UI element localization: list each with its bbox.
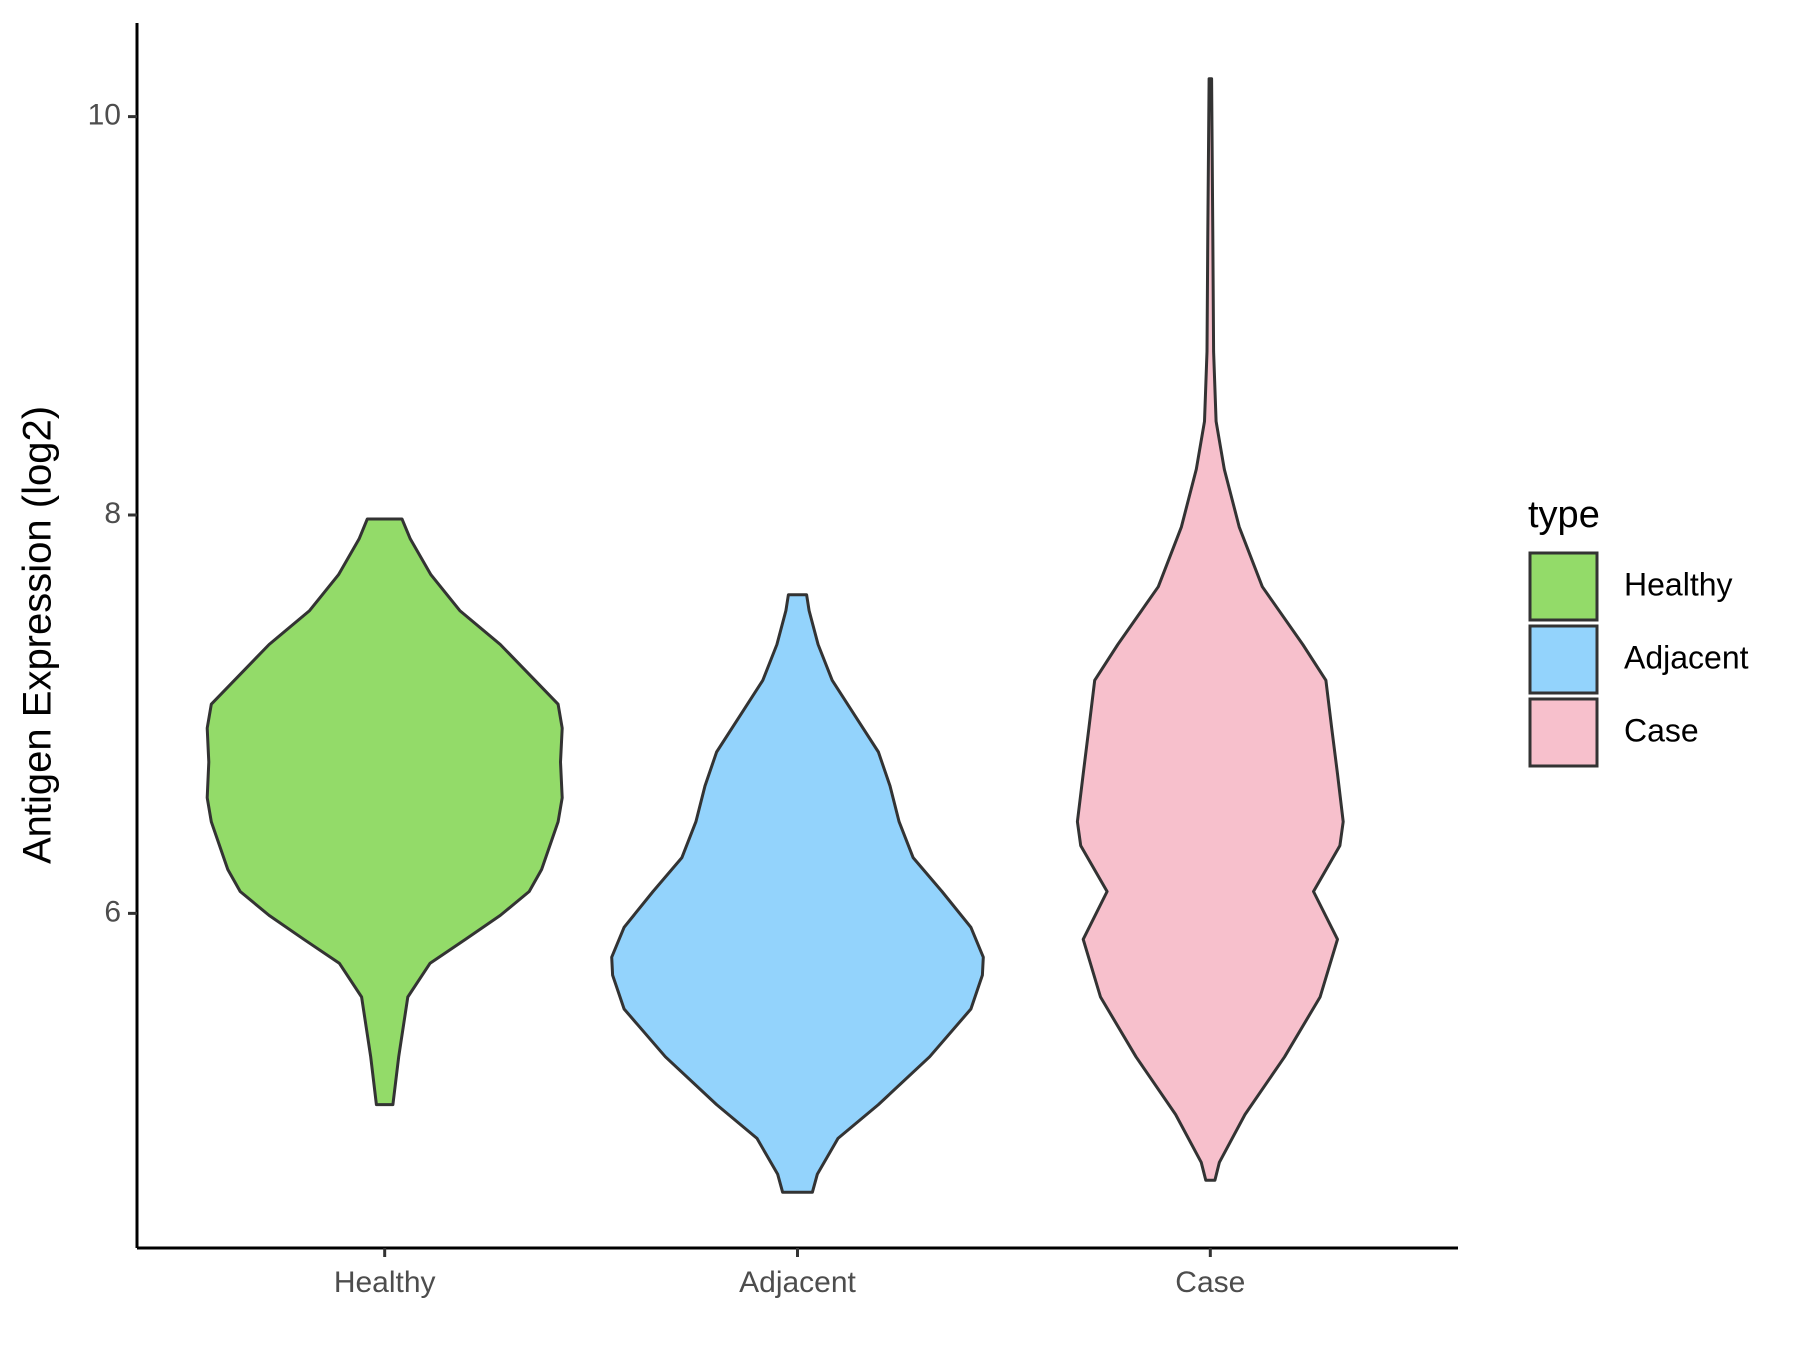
- legend-key: [1528, 697, 1599, 768]
- violin: [205, 517, 564, 1107]
- violin: [1075, 77, 1345, 1182]
- legend-label: Case: [1624, 712, 1699, 748]
- legend-key: [1528, 624, 1599, 695]
- y-tick-label: 8: [104, 497, 121, 530]
- legend-key: [1528, 551, 1599, 622]
- legend-label: Adjacent: [1624, 639, 1749, 675]
- y-tick-label: 10: [88, 99, 121, 132]
- y-tick-label: 6: [104, 895, 121, 928]
- legend-title: type: [1528, 494, 1600, 536]
- x-tick-label: Adjacent: [739, 1266, 856, 1299]
- y-axis-title: Antigen Expression (log2): [16, 406, 60, 864]
- legend-label: Healthy: [1624, 566, 1733, 602]
- x-tick-label: Case: [1175, 1266, 1245, 1299]
- violin: [610, 593, 985, 1194]
- x-tick-label: Healthy: [334, 1266, 436, 1299]
